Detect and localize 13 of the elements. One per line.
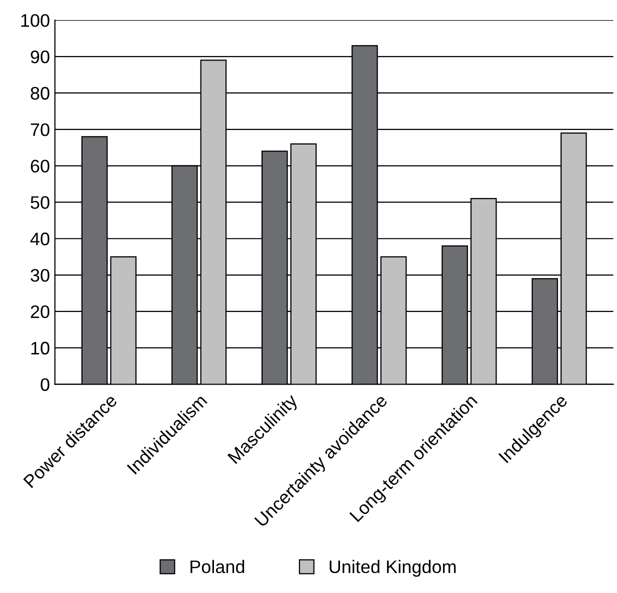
legend-label: Poland [190, 560, 244, 574]
y-tick-label: 100 [21, 14, 50, 27]
y-tick-label: 50 [30, 196, 50, 209]
y-tick-label: 40 [30, 232, 50, 246]
y-tick-label: 30 [30, 268, 50, 282]
y-tick-label: 90 [30, 50, 50, 64]
legend-label: United Kingdom [330, 560, 456, 577]
y-tick-label: 80 [30, 86, 50, 100]
y-tick-label: 20 [30, 305, 50, 318]
y-tick-label: 0 [40, 378, 50, 391]
y-tick-label: 10 [31, 342, 50, 355]
y-tick-label: 70 [30, 123, 50, 136]
y-tick-label: 60 [30, 160, 50, 173]
